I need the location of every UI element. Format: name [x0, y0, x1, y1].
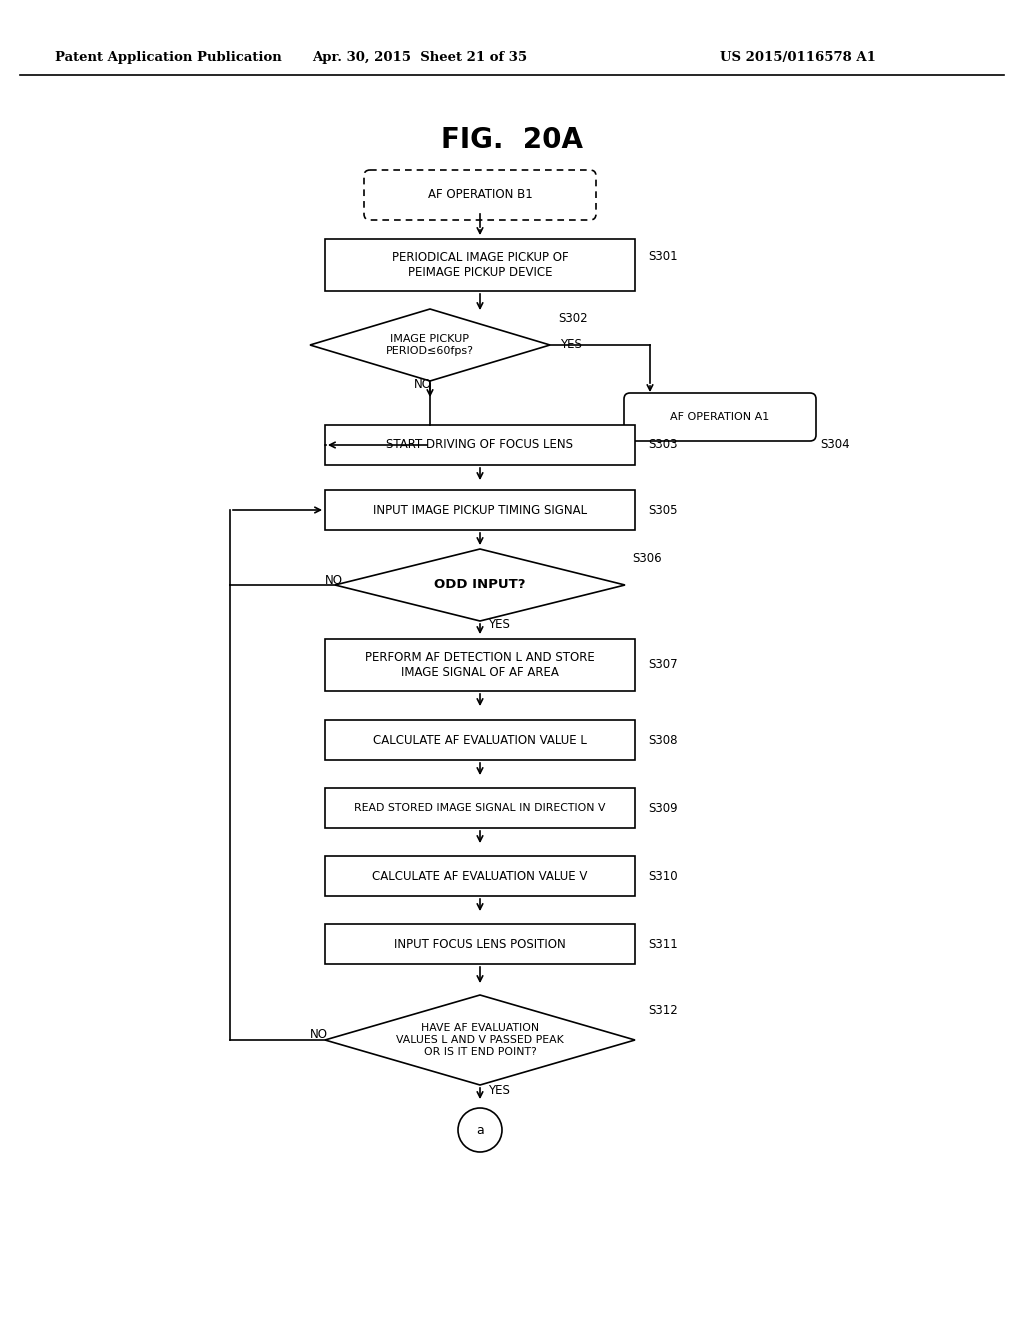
Bar [325, 924, 635, 964]
Text: S305: S305 [648, 503, 678, 516]
Text: S302: S302 [558, 313, 588, 326]
Text: S310: S310 [648, 870, 678, 883]
Text: S301: S301 [648, 251, 678, 264]
Text: Apr. 30, 2015  Sheet 21 of 35: Apr. 30, 2015 Sheet 21 of 35 [312, 51, 527, 65]
Bar [325, 425, 635, 465]
Text: YES: YES [560, 338, 582, 351]
Text: S309: S309 [648, 801, 678, 814]
Text: Patent Application Publication: Patent Application Publication [55, 51, 282, 65]
Text: NO: NO [414, 379, 432, 392]
Text: FIG.  20A: FIG. 20A [441, 125, 583, 154]
Text: NO: NO [325, 573, 343, 586]
Text: YES: YES [488, 619, 510, 631]
Text: S306: S306 [632, 553, 662, 565]
Bar [325, 788, 635, 828]
Bar [325, 719, 635, 760]
FancyBboxPatch shape [624, 393, 816, 441]
Text: START DRIVING OF FOCUS LENS: START DRIVING OF FOCUS LENS [386, 438, 573, 451]
Text: AF OPERATION B1: AF OPERATION B1 [428, 189, 532, 202]
Text: S311: S311 [648, 937, 678, 950]
Text: S312: S312 [648, 1003, 678, 1016]
FancyBboxPatch shape [364, 170, 596, 220]
Text: PERFORM AF DETECTION L AND STORE
IMAGE SIGNAL OF AF AREA: PERFORM AF DETECTION L AND STORE IMAGE S… [366, 651, 595, 678]
Text: READ STORED IMAGE SIGNAL IN DIRECTION V: READ STORED IMAGE SIGNAL IN DIRECTION V [354, 803, 606, 813]
Text: HAVE AF EVALUATION
VALUES L AND V PASSED PEAK
OR IS IT END POINT?: HAVE AF EVALUATION VALUES L AND V PASSED… [396, 1023, 564, 1056]
Text: INPUT IMAGE PICKUP TIMING SIGNAL: INPUT IMAGE PICKUP TIMING SIGNAL [373, 503, 587, 516]
Polygon shape [310, 309, 550, 381]
Text: AF OPERATION A1: AF OPERATION A1 [671, 412, 770, 422]
Text: CALCULATE AF EVALUATION VALUE V: CALCULATE AF EVALUATION VALUE V [373, 870, 588, 883]
Text: NO: NO [310, 1028, 328, 1041]
Text: US 2015/0116578 A1: US 2015/0116578 A1 [720, 51, 876, 65]
Text: YES: YES [488, 1084, 510, 1097]
Text: PERIODICAL IMAGE PICKUP OF
PEIMAGE PICKUP DEVICE: PERIODICAL IMAGE PICKUP OF PEIMAGE PICKU… [392, 251, 568, 279]
Text: INPUT FOCUS LENS POSITION: INPUT FOCUS LENS POSITION [394, 937, 566, 950]
Bar [325, 639, 635, 690]
Text: S308: S308 [648, 734, 678, 747]
Text: S304: S304 [820, 438, 850, 451]
Text: ODD INPUT?: ODD INPUT? [434, 578, 525, 591]
Polygon shape [335, 549, 625, 620]
Text: S307: S307 [648, 659, 678, 672]
Polygon shape [325, 995, 635, 1085]
Text: a: a [476, 1123, 484, 1137]
Text: S303: S303 [648, 438, 678, 451]
Bar [325, 490, 635, 531]
Bar [325, 239, 635, 290]
Bar [325, 855, 635, 896]
Text: CALCULATE AF EVALUATION VALUE L: CALCULATE AF EVALUATION VALUE L [373, 734, 587, 747]
Circle shape [458, 1107, 502, 1152]
Text: IMAGE PICKUP
PERIOD≤60fps?: IMAGE PICKUP PERIOD≤60fps? [386, 334, 474, 356]
